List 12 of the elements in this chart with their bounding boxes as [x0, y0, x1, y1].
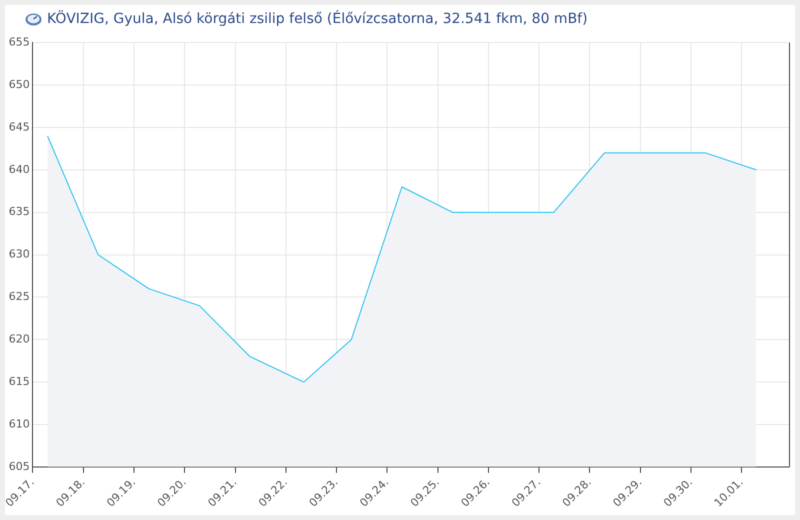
y-tick-label: 610	[8, 417, 30, 430]
chart-title: KÖVIZIG, Gyula, Alsó körgáti zsilip felső (Élővízcsatorna, 32.541 fkm, 80 mBf)	[47, 11, 588, 27]
y-tick-label: 635	[8, 205, 30, 218]
y-tick-label: 640	[8, 162, 30, 176]
y-tick-label: 620	[8, 332, 30, 346]
y-tick-label: 625	[8, 290, 30, 304]
y-tick-label: 615	[8, 374, 30, 388]
y-tick-label: 630	[8, 248, 30, 261]
y-tick-label: 650	[8, 78, 30, 91]
y-tick-label: 605	[8, 460, 30, 473]
y-tick-label: 645	[8, 120, 30, 134]
y-tick-label: 655	[8, 35, 30, 48]
